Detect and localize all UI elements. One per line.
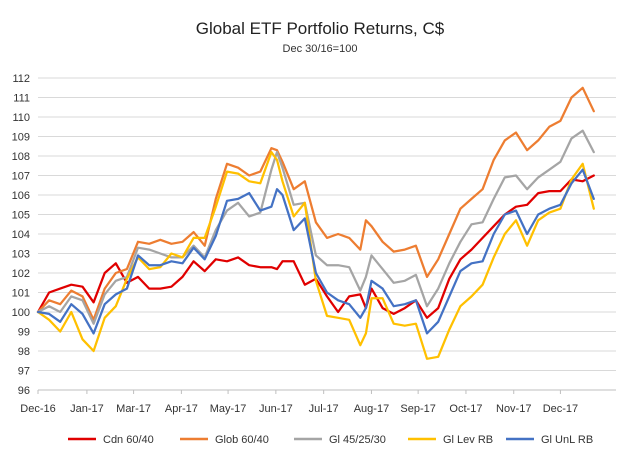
y-tick-label: 97 <box>18 366 30 378</box>
x-tick-label: Jan-17 <box>70 403 104 415</box>
legend-label: Gl Lev RB <box>443 434 493 446</box>
y-tick-label: 107 <box>12 171 30 183</box>
y-axis-ticks: 96 97 98 99 100 101 102 103 104 105 106 107 108 109 11… <box>12 73 30 397</box>
chart-title: Global ETF Portfolio Returns, C$ <box>196 19 445 38</box>
x-tick-label: Aug-17 <box>354 403 389 415</box>
legend-label: Glob 60/40 <box>215 434 269 446</box>
y-tick-label: 109 <box>12 132 30 144</box>
legend-label: Gl 45/25/30 <box>329 434 386 446</box>
legend-label: Cdn 60/40 <box>103 434 154 446</box>
y-tick-label: 102 <box>12 268 30 280</box>
x-tick-label: Apr-17 <box>165 403 198 415</box>
x-tick-label: Dec-16 <box>20 403 55 415</box>
x-tick-label: Nov-17 <box>496 403 531 415</box>
x-tick-label: May-17 <box>210 403 247 415</box>
x-tick-label: Sep-17 <box>400 403 435 415</box>
y-tick-label: 108 <box>12 151 30 163</box>
y-tick-label: 105 <box>12 210 30 222</box>
series-line-1 <box>36 174 595 319</box>
y-tick-label: 99 <box>18 327 30 339</box>
chart-subtitle: Dec 30/16=100 <box>283 43 358 55</box>
series-line-2 <box>36 86 595 321</box>
x-tick-label: Oct-17 <box>449 403 482 415</box>
y-tick-label: 110 <box>12 112 30 124</box>
y-tick-label: 100 <box>12 307 30 319</box>
y-tick-label: 96 <box>18 385 30 397</box>
y-tick-label: 111 <box>13 93 30 105</box>
legend: Cdn 60/40 Glob 60/40 Gl 45/25/30 Gl Lev RB G… <box>68 434 593 446</box>
y-tick-label: 98 <box>18 346 30 358</box>
x-axis-ticks: Dec-16 Jan-17 Mar-17 Apr-17 May-17 Jun-17 Jul-… <box>20 390 578 415</box>
y-tick-label: 103 <box>12 249 30 261</box>
gridlines <box>38 77 616 391</box>
y-tick-label: 106 <box>12 190 30 202</box>
series-line-5 <box>36 168 595 335</box>
x-tick-label: Dec-17 <box>543 403 578 415</box>
legend-label: Gl UnL RB <box>541 434 593 446</box>
plot-series <box>36 86 595 360</box>
y-tick-label: 112 <box>12 73 30 85</box>
y-tick-label: 101 <box>12 288 30 300</box>
series-line-3 <box>36 129 595 325</box>
x-tick-label: Jun-17 <box>259 403 293 415</box>
y-tick-label: 104 <box>12 229 30 241</box>
x-tick-label: Mar-17 <box>116 403 151 415</box>
x-tick-label: Jul-17 <box>309 403 339 415</box>
